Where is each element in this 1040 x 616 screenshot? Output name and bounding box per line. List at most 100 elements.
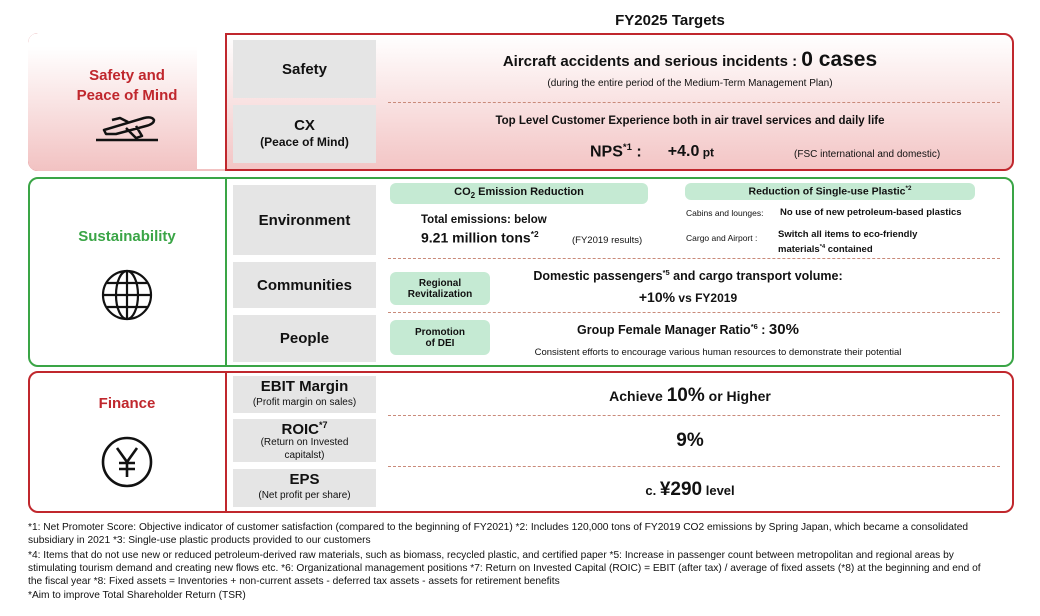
section-label: Finance: [98, 395, 156, 412]
value: 0 cases: [801, 48, 878, 71]
footnote: subsidiary in 2021 *3: Single-use plasti…: [28, 535, 371, 546]
sup: *7: [318, 420, 328, 430]
text: Domestic passengers: [533, 269, 663, 284]
globe-icon: [101, 269, 153, 321]
text: materials: [778, 244, 820, 256]
separator: [388, 466, 1000, 467]
pill: Regional Revitalization: [390, 272, 490, 305]
text: Revitalization: [407, 288, 473, 300]
target: Domestic passengers*5 and cargo transpor…: [490, 268, 886, 283]
text: 9.21 million tons: [421, 229, 531, 246]
text: Total emissions: below: [421, 214, 547, 226]
sup: *5: [662, 268, 670, 277]
label: Safety: [281, 60, 328, 78]
text: No use of new petroleum-based plastics: [780, 207, 962, 218]
sup: *2: [530, 229, 539, 239]
label: ROIC: [281, 421, 319, 438]
divider: [225, 371, 227, 513]
row-label: ROIC*7 (Return on Invested capitalst): [233, 419, 376, 462]
text: :: [631, 143, 642, 161]
sustainability-section: [28, 177, 1014, 367]
place: Cargo and Airport :: [686, 233, 758, 243]
value: +10%: [638, 289, 676, 305]
section-label: Safety and Peace of Mind: [29, 66, 225, 106]
value: 9%: [676, 430, 704, 451]
text: level: [702, 483, 735, 498]
separator: [388, 102, 1000, 103]
bg: [197, 35, 225, 169]
value: 30%: [768, 321, 799, 338]
separator: [388, 415, 1000, 416]
text: :: [757, 323, 769, 337]
sup: *6: [750, 321, 758, 331]
value: 10%: [666, 385, 705, 406]
separator: [388, 312, 1000, 313]
value: ¥290: [659, 479, 703, 500]
footnote: *1: Net Promoter Score: Objective indica…: [28, 522, 969, 533]
sub-label: (Net profit per share): [258, 490, 351, 501]
value: +10% vs FY2019: [520, 289, 856, 305]
text: or Higher: [704, 388, 771, 404]
place: Cabins and lounges:: [686, 208, 764, 218]
text: vs FY2019: [675, 291, 738, 305]
section-label: Sustainability: [78, 228, 176, 245]
footnote: the fiscal year *8: Fixed assets = Inven…: [28, 576, 560, 587]
note: (FY2019 results): [572, 235, 643, 246]
note: (during the entire period of the Medium-…: [547, 78, 833, 89]
row-label: EBIT Margin (Profit margin on sales): [233, 376, 376, 413]
sup: *2: [905, 185, 912, 193]
label: Communities: [256, 276, 352, 294]
text: Switch all items to eco-friendly: [778, 229, 918, 240]
row-label: Environment: [233, 185, 376, 255]
text: Regional: [418, 277, 462, 289]
sub-label: (Return on Invested: [260, 437, 349, 448]
text: NPS: [590, 143, 623, 161]
pill: CO2 Emission Reduction: [390, 183, 648, 204]
target: c. ¥290 level: [390, 479, 990, 501]
footnote: *4: Items that do not use new or reduced…: [28, 550, 954, 561]
footnote: stimulating tourism demand and creating …: [28, 563, 981, 574]
separator: [388, 258, 1000, 259]
sup: *1: [622, 142, 632, 153]
row-label: EPS (Net profit per share): [233, 469, 376, 507]
label: EBIT Margin: [260, 377, 349, 395]
label: Safety and: [89, 67, 165, 84]
target: Achieve 10% or Higher: [390, 385, 990, 407]
metric: NPS*1 : +4.0 pt: [590, 142, 714, 161]
divider: [225, 33, 227, 171]
pill: Reduction of Single-use Plastic*2: [685, 183, 975, 200]
sub: 2: [470, 191, 476, 201]
row-label: People: [233, 315, 376, 362]
text: Promotion: [415, 326, 465, 338]
text: CO: [454, 186, 471, 199]
label: Peace of Mind: [76, 87, 178, 104]
safety-bg: [28, 33, 225, 171]
row-label: Communities: [233, 262, 376, 308]
unit: pt: [699, 145, 715, 160]
sub-label: (Profit margin on sales): [252, 396, 357, 408]
plane-icon: [96, 116, 158, 142]
note: Consistent efforts to encourage various …: [534, 347, 902, 358]
row-label: Safety: [233, 40, 376, 98]
text: Aircraft accidents and serious incidents…: [502, 53, 802, 70]
label: Environment: [258, 211, 351, 229]
yen-icon: [101, 436, 153, 488]
text: Reduction of Single-use Plastic: [748, 185, 906, 198]
label: People: [279, 330, 330, 347]
text: contained: [825, 244, 873, 256]
text: and cargo transport volume:: [669, 269, 843, 284]
sup: *4: [819, 244, 826, 250]
value: +4.0: [667, 143, 700, 161]
sub-label: capitalst): [284, 450, 325, 461]
pill: Promotion of DEI: [390, 320, 490, 355]
text: Achieve: [609, 388, 667, 404]
label: CX: [294, 117, 315, 134]
target: Group Female Manager Ratio*6 : 30%: [490, 321, 886, 338]
note: (FSC international and domestic): [794, 149, 941, 160]
footnote: *Aim to improve Total Shareholder Return…: [28, 590, 246, 601]
target: Aircraft accidents and serious incidents…: [390, 48, 990, 72]
target: Top Level Customer Experience both in ai…: [495, 115, 885, 127]
label: EPS: [289, 471, 320, 488]
value: 9.21 million tons*2: [421, 229, 539, 246]
